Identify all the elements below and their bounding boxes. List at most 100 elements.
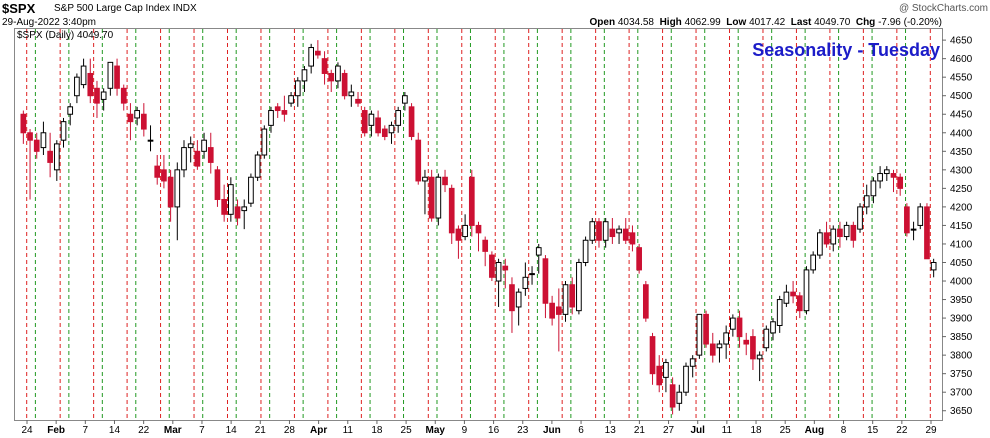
candle-body <box>730 317 736 330</box>
x-tick-label: 21 <box>255 425 267 436</box>
candle-body <box>890 173 897 178</box>
candle-body <box>616 228 622 234</box>
candle-body <box>589 221 596 241</box>
candle-body <box>368 113 375 126</box>
candle-body <box>60 121 67 141</box>
candle-body <box>763 328 770 349</box>
x-tick-label: Apr <box>310 425 327 436</box>
candle-body <box>140 113 147 130</box>
candle-body <box>87 72 94 97</box>
open-value: 4034.58 <box>617 17 654 28</box>
candle-body <box>448 187 455 234</box>
y-tick-label: 4600 <box>950 54 973 65</box>
candle-body <box>555 306 562 315</box>
candle-body <box>857 206 863 230</box>
candle-body <box>790 291 796 297</box>
candle-body <box>669 384 676 408</box>
chg-label: Chg <box>855 17 876 28</box>
x-tick-label: 6 <box>578 425 584 436</box>
x-tick-label: 25 <box>401 425 413 436</box>
x-tick-label: 22 <box>896 425 908 436</box>
candle-body <box>676 391 683 404</box>
candle-body <box>502 265 509 271</box>
candle-body <box>167 176 174 208</box>
x-tick-label: 18 <box>371 425 383 436</box>
candle-body <box>288 95 294 104</box>
last-label: Last <box>790 17 812 28</box>
x-tick-label: 14 <box>226 425 238 436</box>
x-tick-label: 18 <box>750 425 762 436</box>
low-value: 4017.42 <box>749 17 786 28</box>
y-tick-label: 3650 <box>950 406 973 417</box>
candle-body <box>321 58 328 74</box>
y-tick-label: 4150 <box>950 221 973 232</box>
candle-body <box>703 313 709 345</box>
candle-body <box>542 258 549 304</box>
y-tick-label: 4100 <box>950 239 973 250</box>
candle-body <box>863 195 870 208</box>
candle-body <box>228 184 234 215</box>
candle-body <box>335 65 341 82</box>
candle-body <box>716 343 723 349</box>
high-label: High <box>659 17 682 28</box>
candle-body <box>254 154 261 178</box>
candle-body <box>783 291 790 304</box>
candle-body <box>743 339 750 345</box>
candle-body <box>609 228 616 238</box>
candle-body <box>689 358 696 367</box>
stockcharts-credit[interactable]: @ StockCharts.com <box>898 3 988 14</box>
candle-body <box>415 139 422 182</box>
candle-body <box>843 224 850 238</box>
candle-body <box>515 291 522 308</box>
candle-body <box>154 165 161 178</box>
x-tick-label: Mar <box>164 425 182 436</box>
candle-body <box>161 169 167 182</box>
x-tick-label: 13 <box>605 425 617 436</box>
candle-body <box>33 139 40 152</box>
x-tick-label: 25 <box>780 425 792 436</box>
candle-body <box>27 132 33 141</box>
y-tick-label: 3700 <box>950 388 973 399</box>
candle-body <box>883 169 890 175</box>
high-value: 4062.99 <box>684 17 721 28</box>
candle-body <box>435 176 442 219</box>
symbol-label: $SPX <box>2 1 36 16</box>
x-tick-label: Jul <box>690 425 705 436</box>
y-tick-label: 4200 <box>950 202 973 213</box>
chart-frame <box>14 28 943 421</box>
candlesticks <box>20 40 937 415</box>
quote-summary: Open 4034.58 High 4062.99 Low 4017.42 La… <box>590 17 943 28</box>
candle-body <box>582 239 589 263</box>
chart-date: 29-Aug-2022 3:40pm <box>2 17 96 28</box>
candle-body <box>74 76 80 97</box>
y-tick-label: 4400 <box>950 128 973 139</box>
series-label: $SPX (Daily) 4049.70 <box>17 30 114 41</box>
candle-body <box>629 232 636 245</box>
candle-body <box>602 221 609 241</box>
candle-body <box>904 206 910 234</box>
candle-body <box>261 128 268 156</box>
security-name: S&P 500 Large Cap Index INDX <box>54 3 197 14</box>
y-tick-label: 4500 <box>950 91 973 102</box>
candle-body <box>917 206 924 226</box>
y-axis: 3650 3700 3750 3800 3850 3900 3950 4000 4050 4100… <box>942 36 973 417</box>
candle-body <box>596 221 602 241</box>
y-tick-label: 4450 <box>950 110 973 121</box>
candle-body <box>636 247 642 271</box>
x-tick-label: 16 <box>488 425 500 436</box>
last-value: 4049.70 <box>814 17 851 28</box>
candle-body <box>428 176 435 219</box>
candle-body <box>341 72 348 97</box>
candle-body <box>100 91 107 100</box>
candle-body <box>94 87 100 104</box>
candle-body <box>194 150 201 167</box>
candle-body <box>381 128 388 137</box>
candle-body <box>268 110 274 126</box>
candle-body <box>736 317 743 338</box>
x-tick-label: 21 <box>634 425 646 436</box>
candle-body <box>294 80 301 97</box>
candle-body <box>649 336 656 375</box>
chg-value: -7.96 (-0.20%) <box>878 17 942 28</box>
candle-body <box>355 98 361 104</box>
